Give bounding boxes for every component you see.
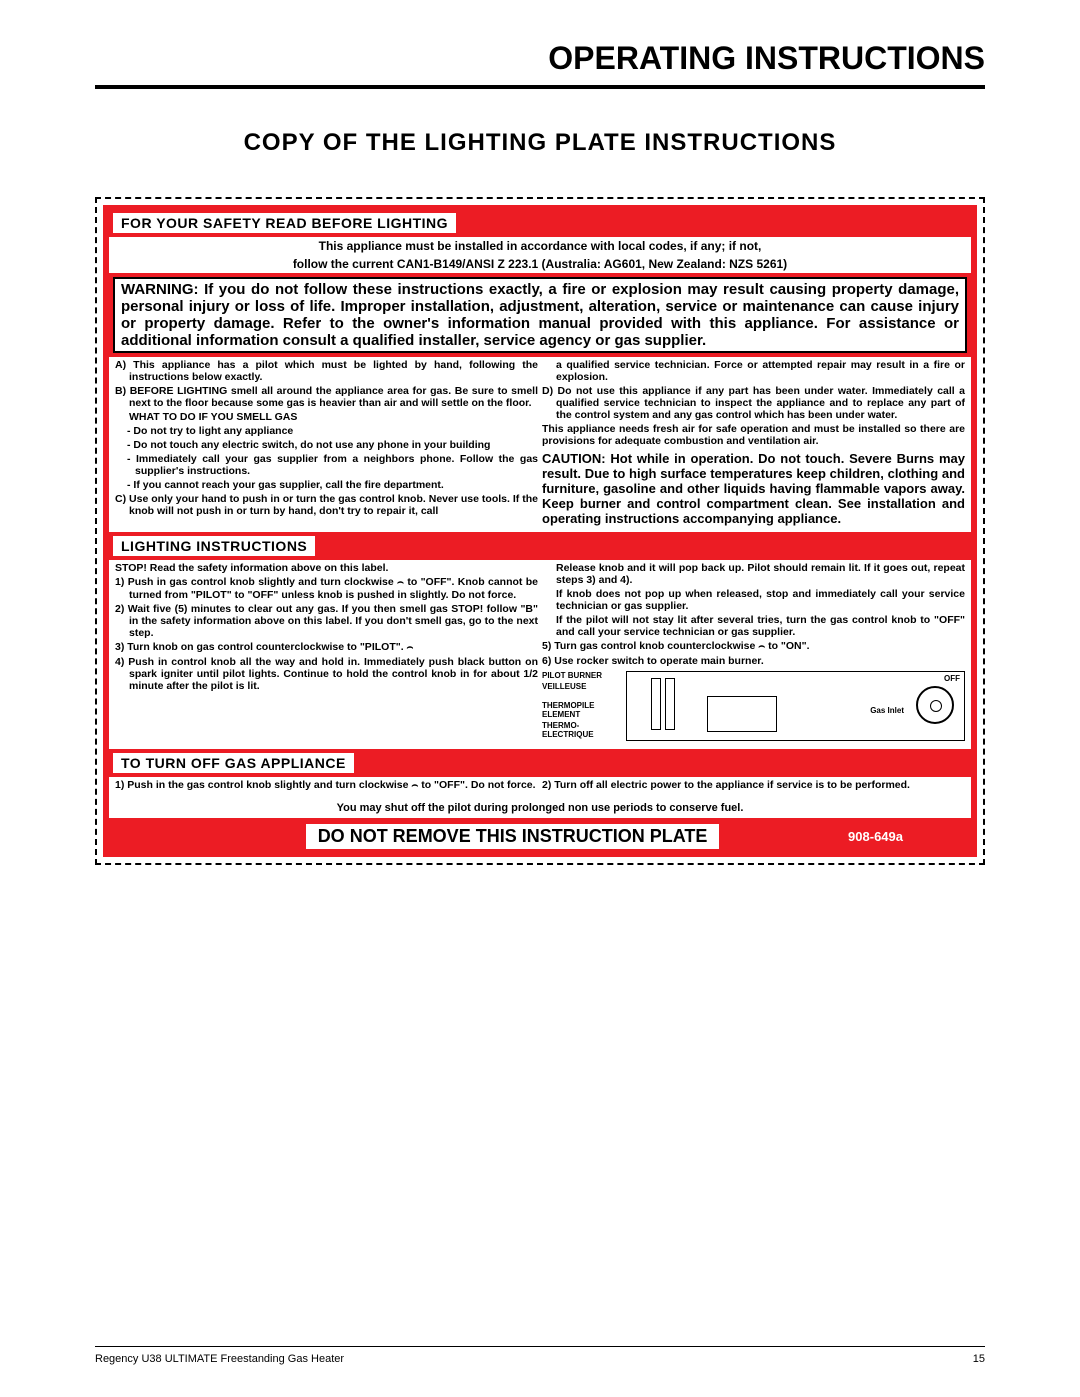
diagram-picture: OFF Gas Inlet: [626, 671, 965, 741]
header-rule: [95, 85, 985, 89]
item-a: A) This appliance has a pilot which must…: [115, 359, 538, 383]
safety-columns: A) This appliance has a pilot which must…: [109, 357, 971, 532]
lighting-6: 6) Use rocker switch to operate main bur…: [542, 655, 965, 667]
lighting-r1: Release knob and it will pop back up. Pi…: [542, 562, 965, 586]
lighting-r2: If knob does not pop up when released, s…: [542, 588, 965, 612]
page-content: OPERATING INSTRUCTIONS COPY OF THE LIGHT…: [0, 0, 1080, 895]
bottom-bar: DO NOT REMOVE THIS INSTRUCTION PLATE 908…: [109, 822, 971, 851]
lighting-r3: If the pilot will not stay lit after sev…: [542, 614, 965, 638]
smell-2: - Do not touch any electric switch, do n…: [115, 439, 538, 451]
page-header: OPERATING INSTRUCTIONS: [95, 40, 985, 77]
sub-header: COPY OF THE LIGHTING PLATE INSTRUCTIONS: [95, 129, 985, 157]
do-not-remove: DO NOT REMOVE THIS INSTRUCTION PLATE: [306, 824, 720, 849]
diagram-knob: [916, 686, 954, 724]
item-d: D) Do not use this appliance if any part…: [542, 385, 965, 421]
smell-3: - Immediately call your gas supplier fro…: [115, 453, 538, 477]
warning-box: WARNING: If you do not follow these inst…: [113, 277, 967, 353]
fresh-air: This appliance needs fresh air for safe …: [542, 423, 965, 447]
diagram-valve: [707, 696, 777, 732]
safety-col-left: A) This appliance has a pilot which must…: [115, 359, 538, 528]
turnoff-2: 2) Turn off all electric power to the ap…: [542, 779, 965, 791]
instruction-plate: FOR YOUR SAFETY READ BEFORE LIGHTING Thi…: [95, 197, 985, 865]
turnoff-1: 1) Push in the gas control knob slightly…: [115, 779, 538, 792]
lighting-col-left: STOP! Read the safety information above …: [115, 562, 538, 745]
smell-4: - If you cannot reach your gas supplier,…: [115, 479, 538, 491]
label-gas: Gas Inlet: [870, 706, 904, 715]
page-footer: Regency U38 ULTIMATE Freestanding Gas He…: [95, 1346, 985, 1365]
label-pilot: PILOT BURNER: [542, 671, 622, 680]
turnoff-col-right: 2) Turn off all electric power to the ap…: [542, 779, 965, 794]
label-thermo: THERMO-ELECTRIQUE: [542, 721, 622, 739]
diagram-labels: PILOT BURNER VEILLEUSE THERMOPILE ELEMEN…: [542, 671, 622, 741]
lighting-3: 3) Turn knob on gas control counterclock…: [115, 641, 538, 654]
lighting-2: 2) Wait five (5) minutes to clear out an…: [115, 603, 538, 639]
lighting-label: LIGHTING INSTRUCTIONS: [113, 536, 315, 556]
label-veilleuse: VEILLEUSE: [542, 682, 622, 691]
turnoff-col-left: 1) Push in the gas control knob slightly…: [115, 779, 538, 794]
turnoff-columns: 1) Push in the gas control knob slightly…: [109, 777, 971, 798]
safety-col-right: a qualified service technician. Force or…: [542, 359, 965, 528]
safety-intro-1: This appliance must be installed in acco…: [109, 237, 971, 255]
label-thermopile: THERMOPILE ELEMENT: [542, 701, 622, 719]
item-c: C) Use only your hand to push in or turn…: [115, 493, 538, 517]
caution-text: CAUTION: Hot while in operation. Do not …: [542, 451, 965, 526]
lighting-5: 5) Turn gas control knob counterclockwis…: [542, 640, 965, 653]
lighting-4: 4) Push in control knob all the way and …: [115, 656, 538, 692]
lighting-stop: STOP! Read the safety information above …: [115, 562, 538, 574]
lighting-columns: STOP! Read the safety information above …: [109, 560, 971, 749]
item-b: B) BEFORE LIGHTING smell all around the …: [115, 385, 538, 409]
lighting-col-right: Release knob and it will pop back up. Pi…: [542, 562, 965, 745]
safety-intro-2: follow the current CAN1-B149/ANSI Z 223.…: [109, 255, 971, 273]
plate-inner: FOR YOUR SAFETY READ BEFORE LIGHTING Thi…: [103, 205, 977, 857]
footer-page: 15: [973, 1353, 985, 1365]
smell-1: - Do not try to light any appliance: [115, 425, 538, 437]
lighting-1: 1) Push in gas control knob slightly and…: [115, 576, 538, 601]
shutdown-note: You may shut off the pilot during prolon…: [109, 798, 971, 818]
safety-intro-box: This appliance must be installed in acco…: [109, 237, 971, 273]
smell-title: WHAT TO DO IF YOU SMELL GAS: [115, 411, 538, 423]
footer-product: Regency U38 ULTIMATE Freestanding Gas He…: [95, 1353, 344, 1365]
turnoff-label: TO TURN OFF GAS APPLIANCE: [113, 753, 354, 773]
safety-label: FOR YOUR SAFETY READ BEFORE LIGHTING: [113, 213, 456, 233]
item-c2: a qualified service technician. Force or…: [542, 359, 965, 383]
pilot-diagram: PILOT BURNER VEILLEUSE THERMOPILE ELEMEN…: [542, 671, 965, 743]
label-off: OFF: [944, 674, 960, 683]
part-number: 908-649a: [848, 829, 903, 844]
diagram-tubes: [651, 678, 711, 736]
